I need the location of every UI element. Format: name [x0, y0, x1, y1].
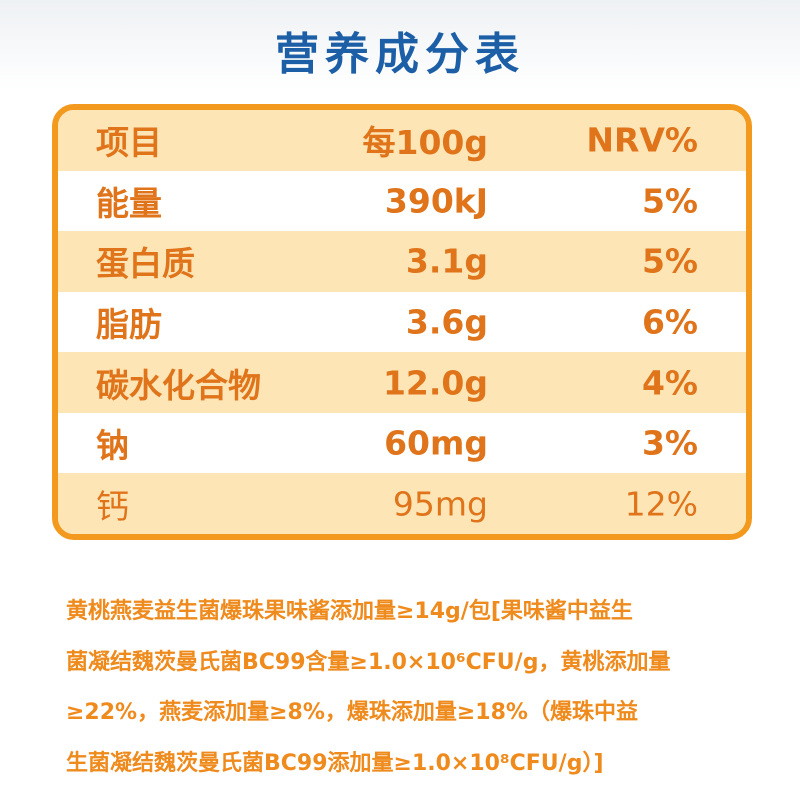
footnote-line: 生菌凝结魏茨曼氏菌BC99添加量≥1.0×10⁸CFU/g）]	[66, 750, 604, 776]
table-cell: 5%	[641, 181, 698, 221]
table-row: 能量 390kJ 5%	[58, 171, 746, 232]
table-row: 脂肪 3.6g 6%	[58, 292, 746, 353]
footnote-line: ≥22%，燕麦添加量≥8%，爆珠添加量≥18%（爆珠中益	[66, 700, 638, 725]
footnote-line: 菌凝结魏茨曼氏菌BC99含量≥1.0×10⁶CFU/g，黄桃添加量	[66, 649, 671, 675]
table-cell: 390kJ	[384, 181, 488, 221]
header-cell: NRV%	[586, 120, 698, 160]
table-cell: 95mg	[392, 484, 488, 524]
title: 营养成分表	[275, 29, 525, 80]
table-cell: 12%	[624, 484, 698, 524]
table-cell: 60mg	[384, 423, 488, 463]
table-cell: 蛋白质	[96, 244, 195, 284]
table-row: 蛋白质 3.1g 5%	[58, 231, 746, 292]
header-cell: 项目	[96, 123, 162, 163]
table-cell: 能量	[96, 183, 162, 223]
footnote: 黄桃燕麦益生菌爆珠果味酱添加量≥14g/包[果味酱中益生菌凝结魏茨曼氏菌BC99…	[66, 590, 766, 792]
footnote-line: 黄桃燕麦益生菌爆珠果味酱添加量≥14g/包[果味酱中益生	[66, 599, 633, 624]
table-cell: 碳水化合物	[96, 365, 261, 405]
table-row: 钠 60mg 3%	[58, 413, 746, 474]
table-cell: 3.1g	[405, 241, 488, 281]
table-row: 碳水化合物 12.0g 4%	[58, 352, 746, 413]
table-cell: 3.6g	[405, 302, 488, 342]
nutrition-table: 项目 每100g NRV% 能量 390kJ 5% 蛋白质 3.1g 5% 脂肪 3.6g 6% 碳水化…	[52, 104, 752, 540]
table-cell: 钙	[96, 486, 129, 526]
header-cell: 每100g	[362, 123, 488, 163]
table-cell: 12.0g	[382, 363, 488, 403]
table-row: 钙 95mg 12%	[58, 473, 746, 534]
header-row: 项目 每100g NRV%	[58, 110, 746, 171]
table-cell: 5%	[641, 241, 698, 281]
table-cell: 6%	[641, 302, 698, 342]
table-cell: 钠	[96, 426, 129, 466]
table-cell: 3%	[641, 423, 698, 463]
table-cell: 脂肪	[96, 304, 162, 344]
table-cell: 4%	[641, 363, 698, 403]
